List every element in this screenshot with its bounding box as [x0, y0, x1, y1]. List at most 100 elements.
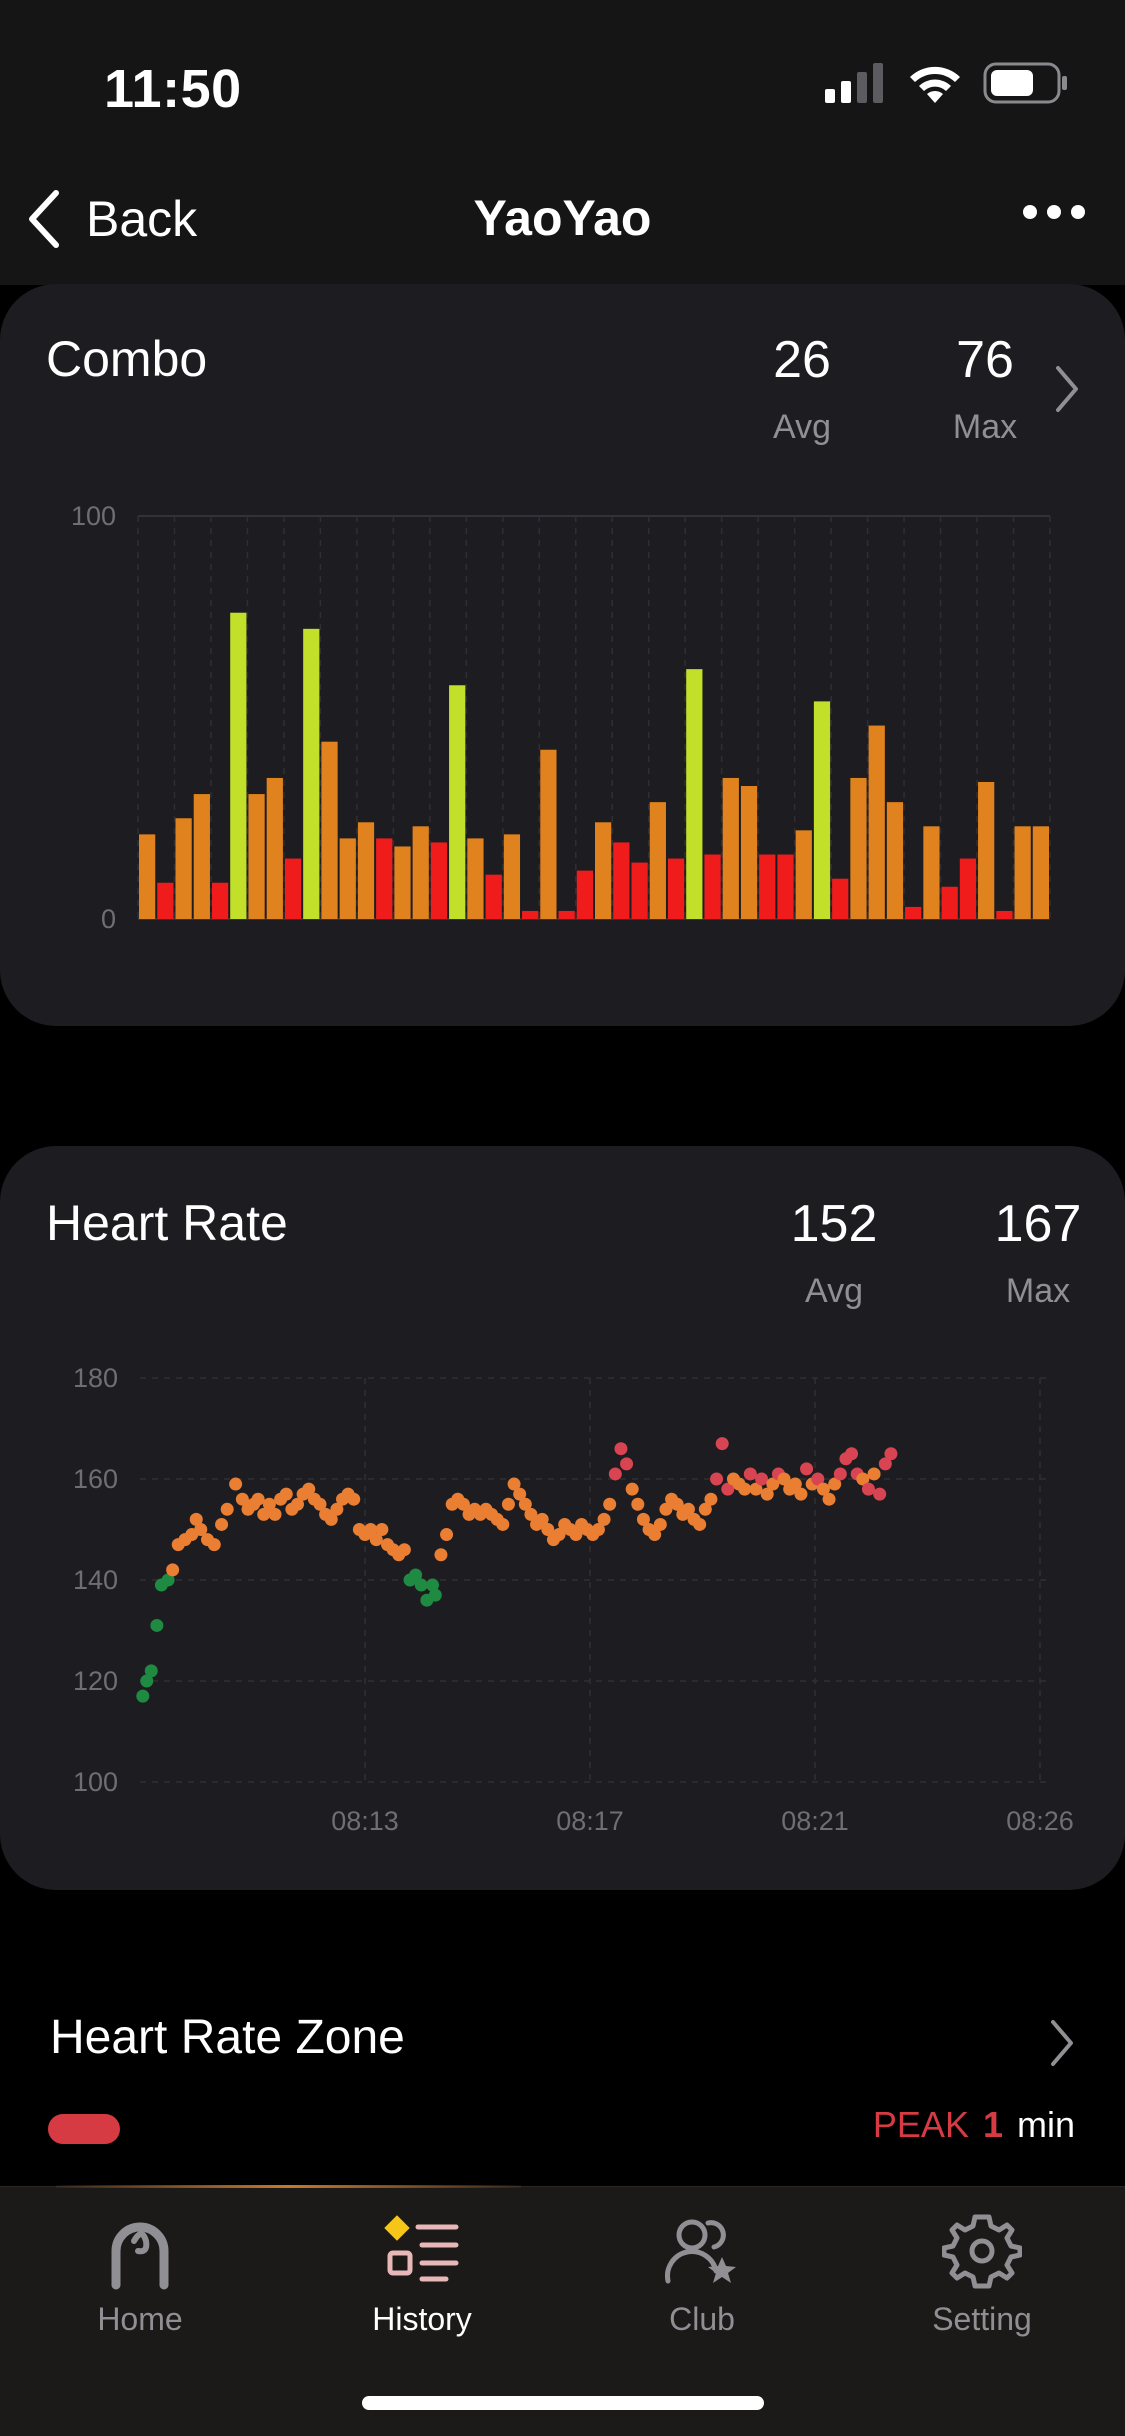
combo-bar [193, 794, 210, 919]
combo-avg-value: 26 [773, 331, 831, 389]
combo-bar [522, 910, 539, 919]
combo-bar [795, 830, 812, 919]
heart-rate-point [670, 1497, 684, 1511]
heart-rate-point [738, 1482, 752, 1496]
tab-club[interactable]: Club [592, 2211, 812, 2338]
tab-club-label: Club [669, 2301, 735, 2337]
heart-rate-point [262, 1497, 276, 1511]
dot-icon [1071, 205, 1085, 219]
heart-rate-point [364, 1523, 378, 1536]
combo-bar [686, 669, 703, 919]
club-users-icon [665, 2219, 736, 2284]
y-tick-label: 140 [73, 1565, 118, 1595]
heart-rate-point [833, 1467, 847, 1481]
heart-rate-point [597, 1512, 611, 1526]
combo-bar [759, 854, 776, 919]
heart-rate-point [591, 1523, 605, 1536]
heart-rate-point [347, 1492, 361, 1506]
combo-title: Combo [46, 331, 208, 387]
combo-bar [394, 846, 411, 919]
combo-bar [941, 886, 958, 919]
heart-rate-avg: 152 Avg [764, 1194, 904, 1311]
combo-bar [777, 854, 794, 919]
combo-bar [704, 854, 721, 919]
combo-bar [303, 628, 320, 919]
heart-rate-point [440, 1528, 454, 1542]
heart-rate-point [828, 1477, 842, 1491]
heart-rate-point [535, 1512, 549, 1526]
heart-rate-point [414, 1578, 428, 1592]
heart-rate-point [291, 1497, 304, 1511]
heart-rate-point [302, 1482, 316, 1496]
heart-rate-point [409, 1568, 423, 1582]
heart-rate-point [552, 1528, 566, 1542]
heart-rate-point [144, 1664, 158, 1678]
heart-rate-point [653, 1517, 667, 1531]
status-icons [825, 62, 1069, 104]
history-list-icon [384, 2215, 459, 2282]
more-options-button[interactable] [1023, 205, 1085, 219]
status-time: 11:50 [104, 59, 242, 119]
combo-max-value: 76 [956, 331, 1014, 389]
combo-avg-label: Avg [773, 408, 831, 446]
combo-bar [832, 878, 849, 919]
cellular-signal-icon [825, 63, 883, 103]
peak-zone-bar [48, 2114, 120, 2144]
combo-bar [649, 802, 666, 919]
combo-bar [613, 842, 630, 919]
heart-rate-point [749, 1482, 763, 1496]
heart-rate-point [861, 1482, 875, 1496]
combo-max-label: Max [952, 408, 1018, 446]
combo-avg: 26 Avg [732, 330, 872, 447]
heart-rate-point [811, 1472, 825, 1486]
peak-label: PEAK [872, 2104, 969, 2145]
heart-rate-point [614, 1442, 628, 1456]
heart-rate-point [324, 1512, 338, 1526]
heart-rate-point [513, 1487, 527, 1501]
heart-rate-point [136, 1689, 150, 1703]
combo-card[interactable]: Combo 26 Avg 76 Max 0 100 [0, 284, 1125, 1026]
combo-bar [376, 838, 393, 919]
heart-rate-card: Heart Rate 152 Avg 167 Max 100 120 140 160 1… [0, 1146, 1125, 1890]
tab-home[interactable]: Home [30, 2211, 250, 2338]
combo-bar [631, 862, 648, 919]
heart-rate-point [161, 1573, 175, 1587]
heart-rate-point [166, 1563, 180, 1577]
chevron-right-icon[interactable] [1047, 2018, 1077, 2068]
heart-rate-point [434, 1548, 448, 1562]
heart-rate-max-value: 167 [994, 1195, 1082, 1253]
heart-rate-point [631, 1497, 645, 1511]
y-tick-label: 160 [73, 1464, 118, 1494]
heart-rate-point [743, 1467, 757, 1481]
combo-bar [139, 834, 156, 919]
heart-rate-point [235, 1492, 249, 1506]
tab-setting[interactable]: Setting [872, 2211, 1092, 2338]
combo-bar [740, 786, 758, 919]
heart-rate-point [456, 1497, 470, 1511]
y-tick-label: 180 [73, 1363, 118, 1393]
tab-history[interactable]: History [312, 2211, 532, 2338]
back-button[interactable]: Back [24, 189, 197, 249]
heart-rate-point [794, 1487, 808, 1501]
heart-rate-point [715, 1437, 729, 1451]
heart-rate-point [856, 1472, 870, 1486]
combo-bar [813, 701, 831, 919]
heart-rate-point [822, 1492, 836, 1506]
combo-bar [357, 822, 375, 919]
combo-bar [503, 834, 521, 919]
combo-bar [1014, 826, 1031, 919]
heart-rate-point [220, 1502, 234, 1516]
peak-zone-summary: PEAK 1 min [873, 2104, 1075, 2146]
chevron-right-icon[interactable] [1052, 364, 1082, 414]
heart-rate-avg-label: Avg [805, 1272, 863, 1310]
heart-rate-point [636, 1512, 650, 1526]
heart-rate-point [496, 1517, 510, 1531]
heart-rate-max: 167 Max [968, 1194, 1108, 1311]
heart-rate-chart: 100 120 140 160 180 08:13 08:17 08:21 08:26 [73, 1363, 1074, 1836]
heart-rate-point [501, 1497, 515, 1511]
heart-rate-point [428, 1588, 442, 1602]
peak-value: 1 [982, 2104, 1003, 2145]
x-tick-label: 08:17 [556, 1806, 624, 1836]
heart-rate-point [788, 1477, 802, 1491]
heart-rate-avg-value: 152 [790, 1195, 878, 1253]
